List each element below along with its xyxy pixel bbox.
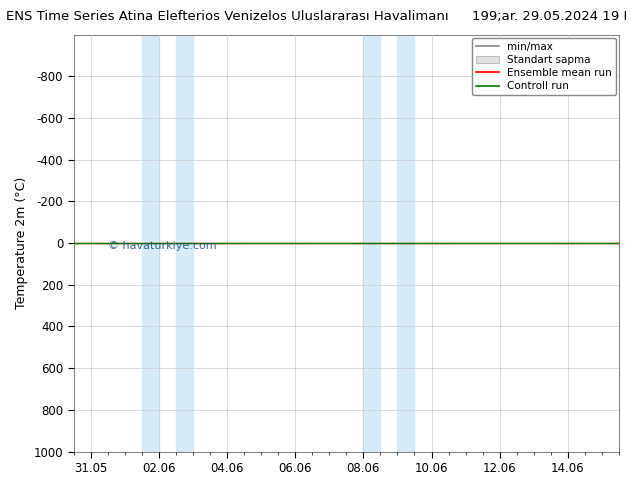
Bar (176, 35, 193, 452)
Text: © havaturkiye.com: © havaturkiye.com (108, 242, 216, 251)
Bar (142, 35, 158, 452)
Y-axis label: Temperature 2m (°C): Temperature 2m (°C) (15, 177, 28, 309)
Legend: min/max, Standart sapma, Ensemble mean run, Controll run: min/max, Standart sapma, Ensemble mean r… (472, 38, 616, 96)
Bar (398, 35, 415, 452)
Bar (363, 35, 380, 452)
Text: ENS Time Series Atina Elefterios Venizelos Uluslararası Havalimanı: ENS Time Series Atina Elefterios Venizel… (6, 10, 449, 23)
Text: 199;ar. 29.05.2024 19 I: 199;ar. 29.05.2024 19 I (472, 10, 628, 23)
